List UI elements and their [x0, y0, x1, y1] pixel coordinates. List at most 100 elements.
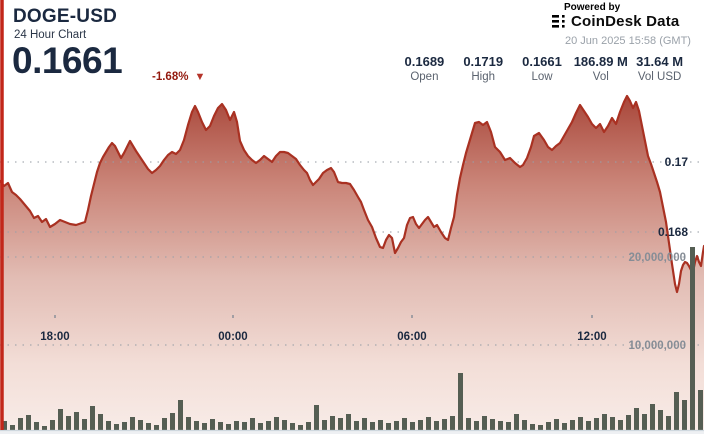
stat-label: High — [471, 71, 496, 83]
stat-value: 31.64 M — [636, 54, 684, 69]
stat-value: 186.89 M — [573, 54, 628, 69]
volume-bar — [346, 414, 351, 430]
volume-bar — [698, 390, 703, 430]
volume-bar — [274, 417, 279, 430]
volume-bar — [530, 424, 535, 430]
volume-bar — [58, 409, 63, 430]
stat-label: Vol USD — [637, 71, 682, 83]
volume-bar — [418, 420, 423, 430]
volume-bar — [386, 423, 391, 430]
volume-bar — [570, 420, 575, 430]
volume-bar — [674, 392, 679, 430]
volume-bar — [442, 419, 447, 430]
volume-bar — [682, 400, 687, 430]
down-triangle-icon: ▼ — [194, 71, 206, 83]
price-change: -1.68% ▼ — [152, 71, 205, 83]
volume-bar — [42, 426, 47, 430]
stat-label: Open — [410, 71, 439, 83]
volume-bar — [266, 421, 271, 430]
volume-bar — [626, 415, 631, 430]
x-axis-label: 06:00 — [397, 331, 426, 343]
stat-value: 0.1689 — [404, 54, 445, 69]
volume-bar — [226, 424, 231, 430]
volume-bar — [506, 422, 511, 430]
volume-bar — [234, 421, 239, 430]
stat-value: 0.1661 — [522, 54, 562, 69]
stat-item: 0.1719 High — [454, 54, 513, 83]
volume-bar — [50, 420, 55, 430]
y-axis-price-label: 0.17 — [665, 155, 689, 169]
volume-bar — [34, 422, 39, 430]
price-line — [0, 94, 704, 294]
volume-bar — [154, 425, 159, 430]
timestamp: 20 Jun 2025 15:58 (GMT) — [565, 35, 691, 47]
current-price: 0.1661 — [12, 40, 123, 81]
volume-bar — [2, 421, 7, 430]
volume-bar — [354, 421, 359, 430]
volume-bar — [314, 405, 319, 430]
volume-bar — [306, 422, 311, 430]
volume-bar — [370, 422, 375, 430]
volume-bar — [82, 419, 87, 430]
stat-item: 0.1661 Low — [513, 54, 572, 83]
volume-bar — [538, 425, 543, 430]
volume-bar — [426, 417, 431, 430]
volume-bar — [618, 420, 623, 430]
volume-bar — [466, 418, 471, 430]
volume-bar — [114, 424, 119, 430]
coindesk-brand-text: CoinDesk Data — [571, 13, 680, 30]
volume-bar — [162, 418, 167, 430]
stat-value: 0.1719 — [463, 54, 504, 69]
volume-bar — [594, 418, 599, 430]
volume-bar — [690, 247, 695, 430]
volume-bar — [178, 400, 183, 430]
volume-bar — [514, 414, 519, 430]
stat-item: 186.89 M Vol — [571, 54, 630, 83]
volume-bar — [362, 418, 367, 430]
volume-bar — [578, 417, 583, 430]
volume-bar — [522, 420, 527, 430]
volume-bar — [138, 420, 143, 430]
volume-bar — [394, 421, 399, 430]
volume-bar — [74, 412, 79, 430]
volume-bar — [250, 418, 255, 430]
volume-bar — [482, 416, 487, 430]
volume-bar — [298, 425, 303, 430]
volume-bar — [458, 373, 463, 430]
volume-bar — [338, 418, 343, 430]
volume-bar — [122, 422, 127, 430]
volume-bar — [98, 414, 103, 430]
chart-bottom-strip — [0, 431, 704, 434]
volume-bar — [10, 425, 15, 430]
volume-bar — [106, 421, 111, 430]
volume-bar — [186, 417, 191, 430]
volume-bar — [378, 420, 383, 430]
volume-bar — [290, 423, 295, 430]
volume-bar — [410, 422, 415, 430]
price-change-value: -1.68% — [152, 71, 189, 83]
volume-bars — [2, 247, 703, 430]
volume-bar — [498, 421, 503, 430]
symbol-title: DOGE-USD — [13, 6, 117, 27]
volume-bar — [18, 418, 23, 430]
coindesk-brand: CoinDesk Data — [552, 13, 679, 30]
volume-bar — [258, 423, 263, 430]
volume-bar — [666, 416, 671, 430]
volume-bar — [402, 418, 407, 430]
volume-bar — [90, 406, 95, 430]
volume-bar — [546, 422, 551, 430]
price-area-fill — [0, 96, 704, 430]
volume-bar — [170, 413, 175, 430]
stat-label: Low — [531, 71, 553, 83]
volume-bar — [450, 416, 455, 430]
volume-bar — [650, 404, 655, 430]
volume-bar — [202, 423, 207, 430]
volume-bar — [490, 419, 495, 430]
volume-bar — [242, 422, 247, 430]
volume-bar — [602, 414, 607, 430]
x-axis-label: 12:00 — [577, 331, 606, 343]
stat-item: 0.1689 Open — [395, 54, 454, 83]
x-axis-label: 18:00 — [40, 331, 69, 343]
